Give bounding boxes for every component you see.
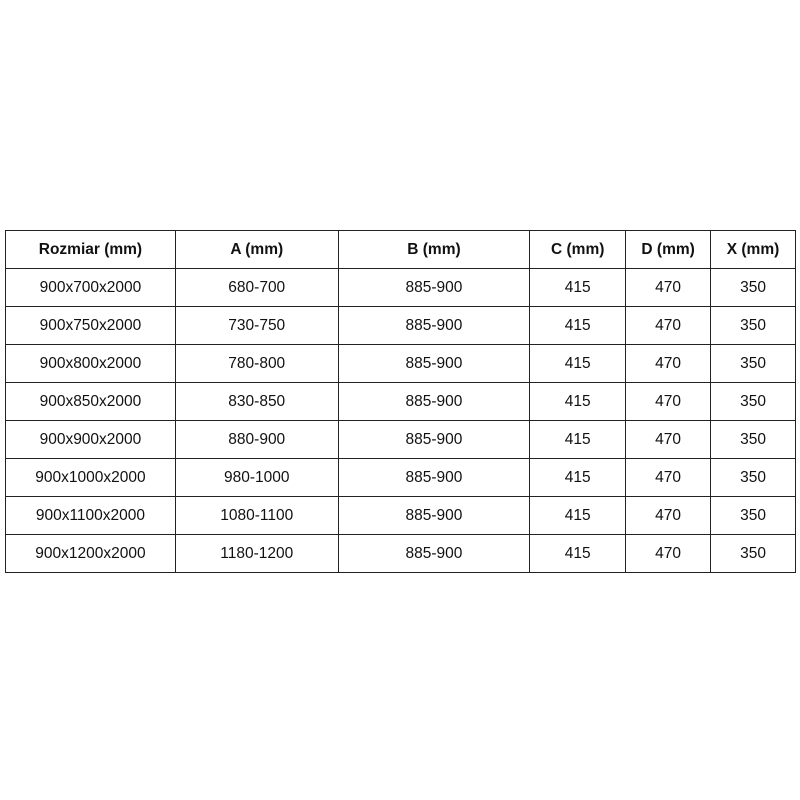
table-cell: 880-900 [174, 420, 339, 459]
table-cell: 350 [710, 382, 796, 421]
dimensions-table: Rozmiar (mm) A (mm) B (mm) C (mm) D (mm) X (m… [5, 230, 796, 573]
table-row: 900x1000x2000 980-1000 885-900 415 470 350 [5, 458, 796, 497]
table-cell: 350 [710, 496, 796, 535]
table-row: 900x1200x2000 1180-1200 885-900 415 470 350 [5, 534, 796, 573]
table-cell: 900x750x2000 [5, 306, 176, 345]
table-cell: 1080-1100 [174, 496, 339, 535]
table-cell: 900x900x2000 [5, 420, 176, 459]
table-cell: 885-900 [337, 534, 531, 573]
table-cell: 885-900 [337, 344, 531, 383]
table-cell: 470 [625, 382, 712, 421]
table-cell: 900x1100x2000 [5, 496, 176, 535]
table-cell: 730-750 [174, 306, 339, 345]
table-cell: 350 [710, 458, 796, 497]
table-row: 900x750x2000 730-750 885-900 415 470 350 [5, 306, 796, 345]
table-cell: 885-900 [337, 382, 531, 421]
table-row: 900x800x2000 780-800 885-900 415 470 350 [5, 344, 796, 383]
table-cell: 350 [710, 306, 796, 345]
table-cell: 885-900 [337, 458, 531, 497]
table-cell: 885-900 [337, 306, 531, 345]
table-cell: 470 [625, 420, 712, 459]
table-cell: 900x1200x2000 [5, 534, 176, 573]
table-row: 900x850x2000 830-850 885-900 415 470 350 [5, 382, 796, 421]
table-cell: 470 [625, 344, 712, 383]
table-cell: 415 [529, 382, 627, 421]
table-cell: 350 [710, 420, 796, 459]
table-cell: 900x850x2000 [5, 382, 176, 421]
table-cell: 680-700 [174, 268, 339, 307]
table-cell: 350 [710, 534, 796, 573]
table-row: 900x900x2000 880-900 885-900 415 470 350 [5, 420, 796, 459]
table-cell: 350 [710, 344, 796, 383]
table-cell: 780-800 [174, 344, 339, 383]
table-cell: 885-900 [337, 268, 531, 307]
table-cell: 830-850 [174, 382, 339, 421]
table-cell: 350 [710, 268, 796, 307]
table-cell: 415 [529, 268, 627, 307]
table-cell: 885-900 [337, 496, 531, 535]
table-cell: 900x800x2000 [5, 344, 176, 383]
table-cell: 415 [529, 458, 627, 497]
table-cell: 415 [529, 420, 627, 459]
table-row: 900x700x2000 680-700 885-900 415 470 350 [5, 268, 796, 307]
column-header: X (mm) [710, 230, 796, 269]
table-cell: 900x700x2000 [5, 268, 176, 307]
table-cell: 415 [529, 496, 627, 535]
table-cell: 470 [625, 306, 712, 345]
table-cell: 470 [625, 458, 712, 497]
table-cell: 470 [625, 496, 712, 535]
column-header: B (mm) [337, 230, 531, 269]
table-cell: 470 [625, 534, 712, 573]
table-row: 900x1100x2000 1080-1100 885-900 415 470 350 [5, 496, 796, 535]
column-header: A (mm) [174, 230, 339, 269]
column-header: D (mm) [625, 230, 712, 269]
table-cell: 415 [529, 306, 627, 345]
table-cell: 885-900 [337, 420, 531, 459]
table-cell: 415 [529, 344, 627, 383]
table-cell: 1180-1200 [174, 534, 339, 573]
table-cell: 900x1000x2000 [5, 458, 176, 497]
table-cell: 980-1000 [174, 458, 339, 497]
table-cell: 415 [529, 534, 627, 573]
table-cell: 470 [625, 268, 712, 307]
column-header: C (mm) [529, 230, 627, 269]
header-row: Rozmiar (mm) A (mm) B (mm) C (mm) D (mm) X (m… [5, 230, 796, 269]
column-header: Rozmiar (mm) [5, 230, 176, 269]
